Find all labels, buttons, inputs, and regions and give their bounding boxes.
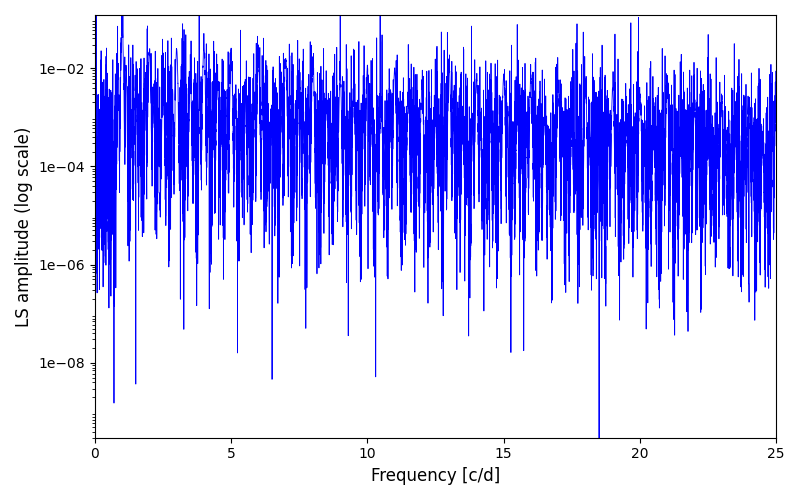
X-axis label: Frequency [c/d]: Frequency [c/d] xyxy=(371,467,500,485)
Y-axis label: LS amplitude (log scale): LS amplitude (log scale) xyxy=(15,126,33,326)
